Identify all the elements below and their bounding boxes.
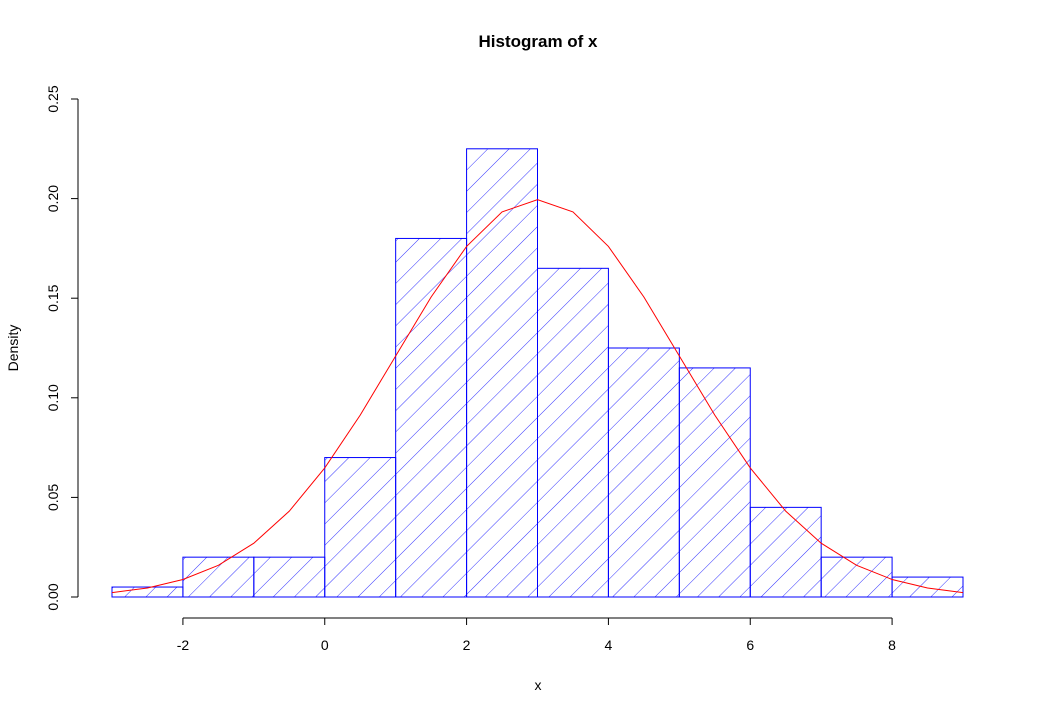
x-tick-label: 6 bbox=[746, 637, 754, 653]
bar bbox=[466, 148, 539, 598]
x-tick-label: 2 bbox=[463, 637, 471, 653]
x-tick-label: 0 bbox=[321, 637, 329, 653]
y-tick-label: 0.00 bbox=[45, 583, 61, 610]
y-tick-label: 0.20 bbox=[45, 185, 61, 212]
chart-title: Histogram of x bbox=[478, 32, 598, 51]
bar bbox=[678, 367, 751, 598]
x-tick-label: 8 bbox=[888, 637, 896, 653]
y-tick-label: 0.10 bbox=[45, 384, 61, 411]
bar bbox=[182, 556, 255, 598]
bar bbox=[749, 506, 822, 598]
bar bbox=[253, 556, 326, 598]
bar bbox=[607, 347, 680, 598]
x-tick-label: 4 bbox=[605, 637, 613, 653]
bar bbox=[324, 457, 397, 598]
y-axis-label: Density bbox=[5, 325, 21, 372]
y-tick-label: 0.25 bbox=[45, 85, 61, 112]
x-axis-label: x bbox=[535, 677, 542, 693]
bar bbox=[395, 237, 468, 598]
bar bbox=[891, 576, 964, 598]
x-tick-label: -2 bbox=[177, 637, 190, 653]
y-tick-label: 0.15 bbox=[45, 284, 61, 311]
bar bbox=[820, 556, 893, 598]
density-curve bbox=[111, 199, 964, 594]
y-tick-label: 0.05 bbox=[45, 484, 61, 511]
bar bbox=[537, 267, 609, 598]
